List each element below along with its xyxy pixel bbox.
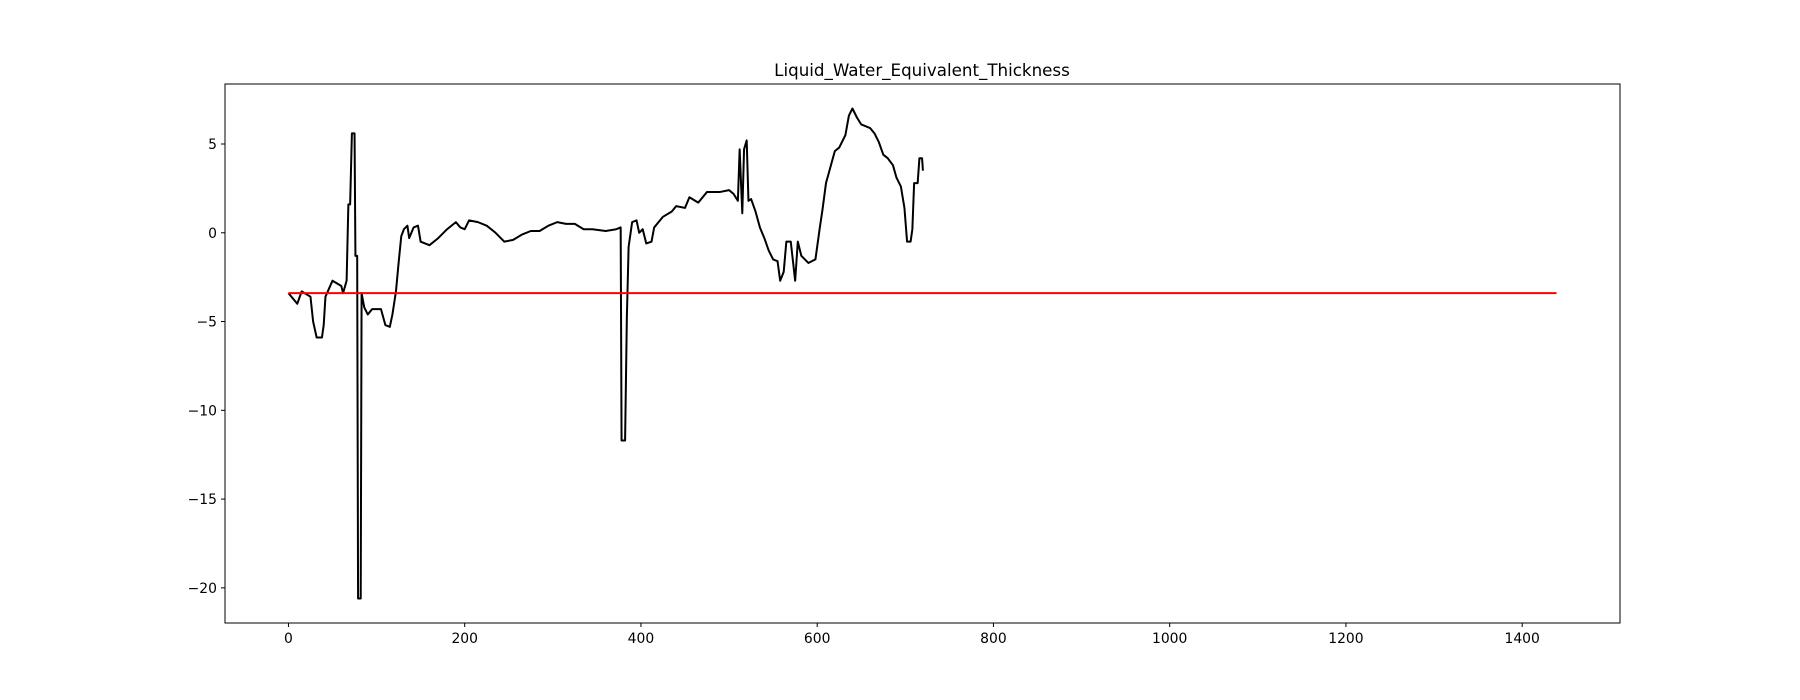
plot-frame	[224, 83, 1621, 624]
chart-title: Liquid_Water_Equivalent_Thickness	[774, 60, 1070, 81]
x-tick-label: 200	[451, 631, 478, 647]
y-tick-label: −5	[197, 315, 217, 331]
x-tick-label: 1000	[1152, 631, 1187, 647]
y-tick-label: 5	[208, 137, 217, 153]
x-tick-label: 1400	[1505, 631, 1540, 647]
x-tick-label: 400	[628, 631, 655, 647]
x-tick-label: 800	[980, 631, 1007, 647]
x-tick-label: 0	[284, 631, 293, 647]
x-tick-label: 600	[804, 631, 831, 647]
y-tick-label: −10	[188, 403, 217, 419]
x-tick-label: 1200	[1328, 631, 1363, 647]
line-series	[287, 107, 924, 600]
y-tick-label: −15	[188, 492, 217, 508]
y-tick-label: 0	[208, 226, 217, 242]
y-tick-label: −20	[188, 581, 217, 597]
